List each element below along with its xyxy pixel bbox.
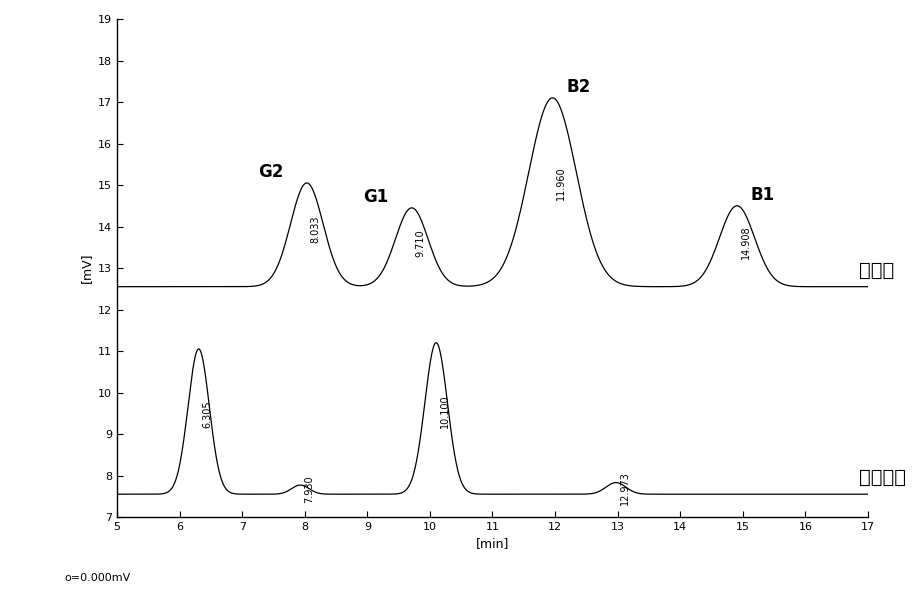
- Y-axis label: [mV]: [mV]: [79, 253, 92, 283]
- Text: 9.710: 9.710: [415, 230, 426, 257]
- Text: G2: G2: [258, 163, 283, 181]
- Text: G1: G1: [363, 188, 388, 206]
- Text: o=0.000mV: o=0.000mV: [64, 573, 131, 583]
- Text: B2: B2: [566, 78, 590, 96]
- Text: 12.973: 12.973: [620, 471, 630, 505]
- Text: 光衍生: 光衍生: [858, 260, 893, 280]
- Text: 无光衍生: 无光衍生: [858, 468, 905, 487]
- X-axis label: [min]: [min]: [476, 537, 509, 551]
- Text: 11.960: 11.960: [556, 166, 566, 200]
- Text: 10.100: 10.100: [440, 394, 449, 428]
- Text: 14.908: 14.908: [740, 226, 751, 259]
- Text: 8.033: 8.033: [310, 216, 321, 243]
- Text: 7.930: 7.930: [304, 475, 314, 503]
- Text: 6.305: 6.305: [203, 401, 213, 428]
- Text: B1: B1: [751, 186, 775, 204]
